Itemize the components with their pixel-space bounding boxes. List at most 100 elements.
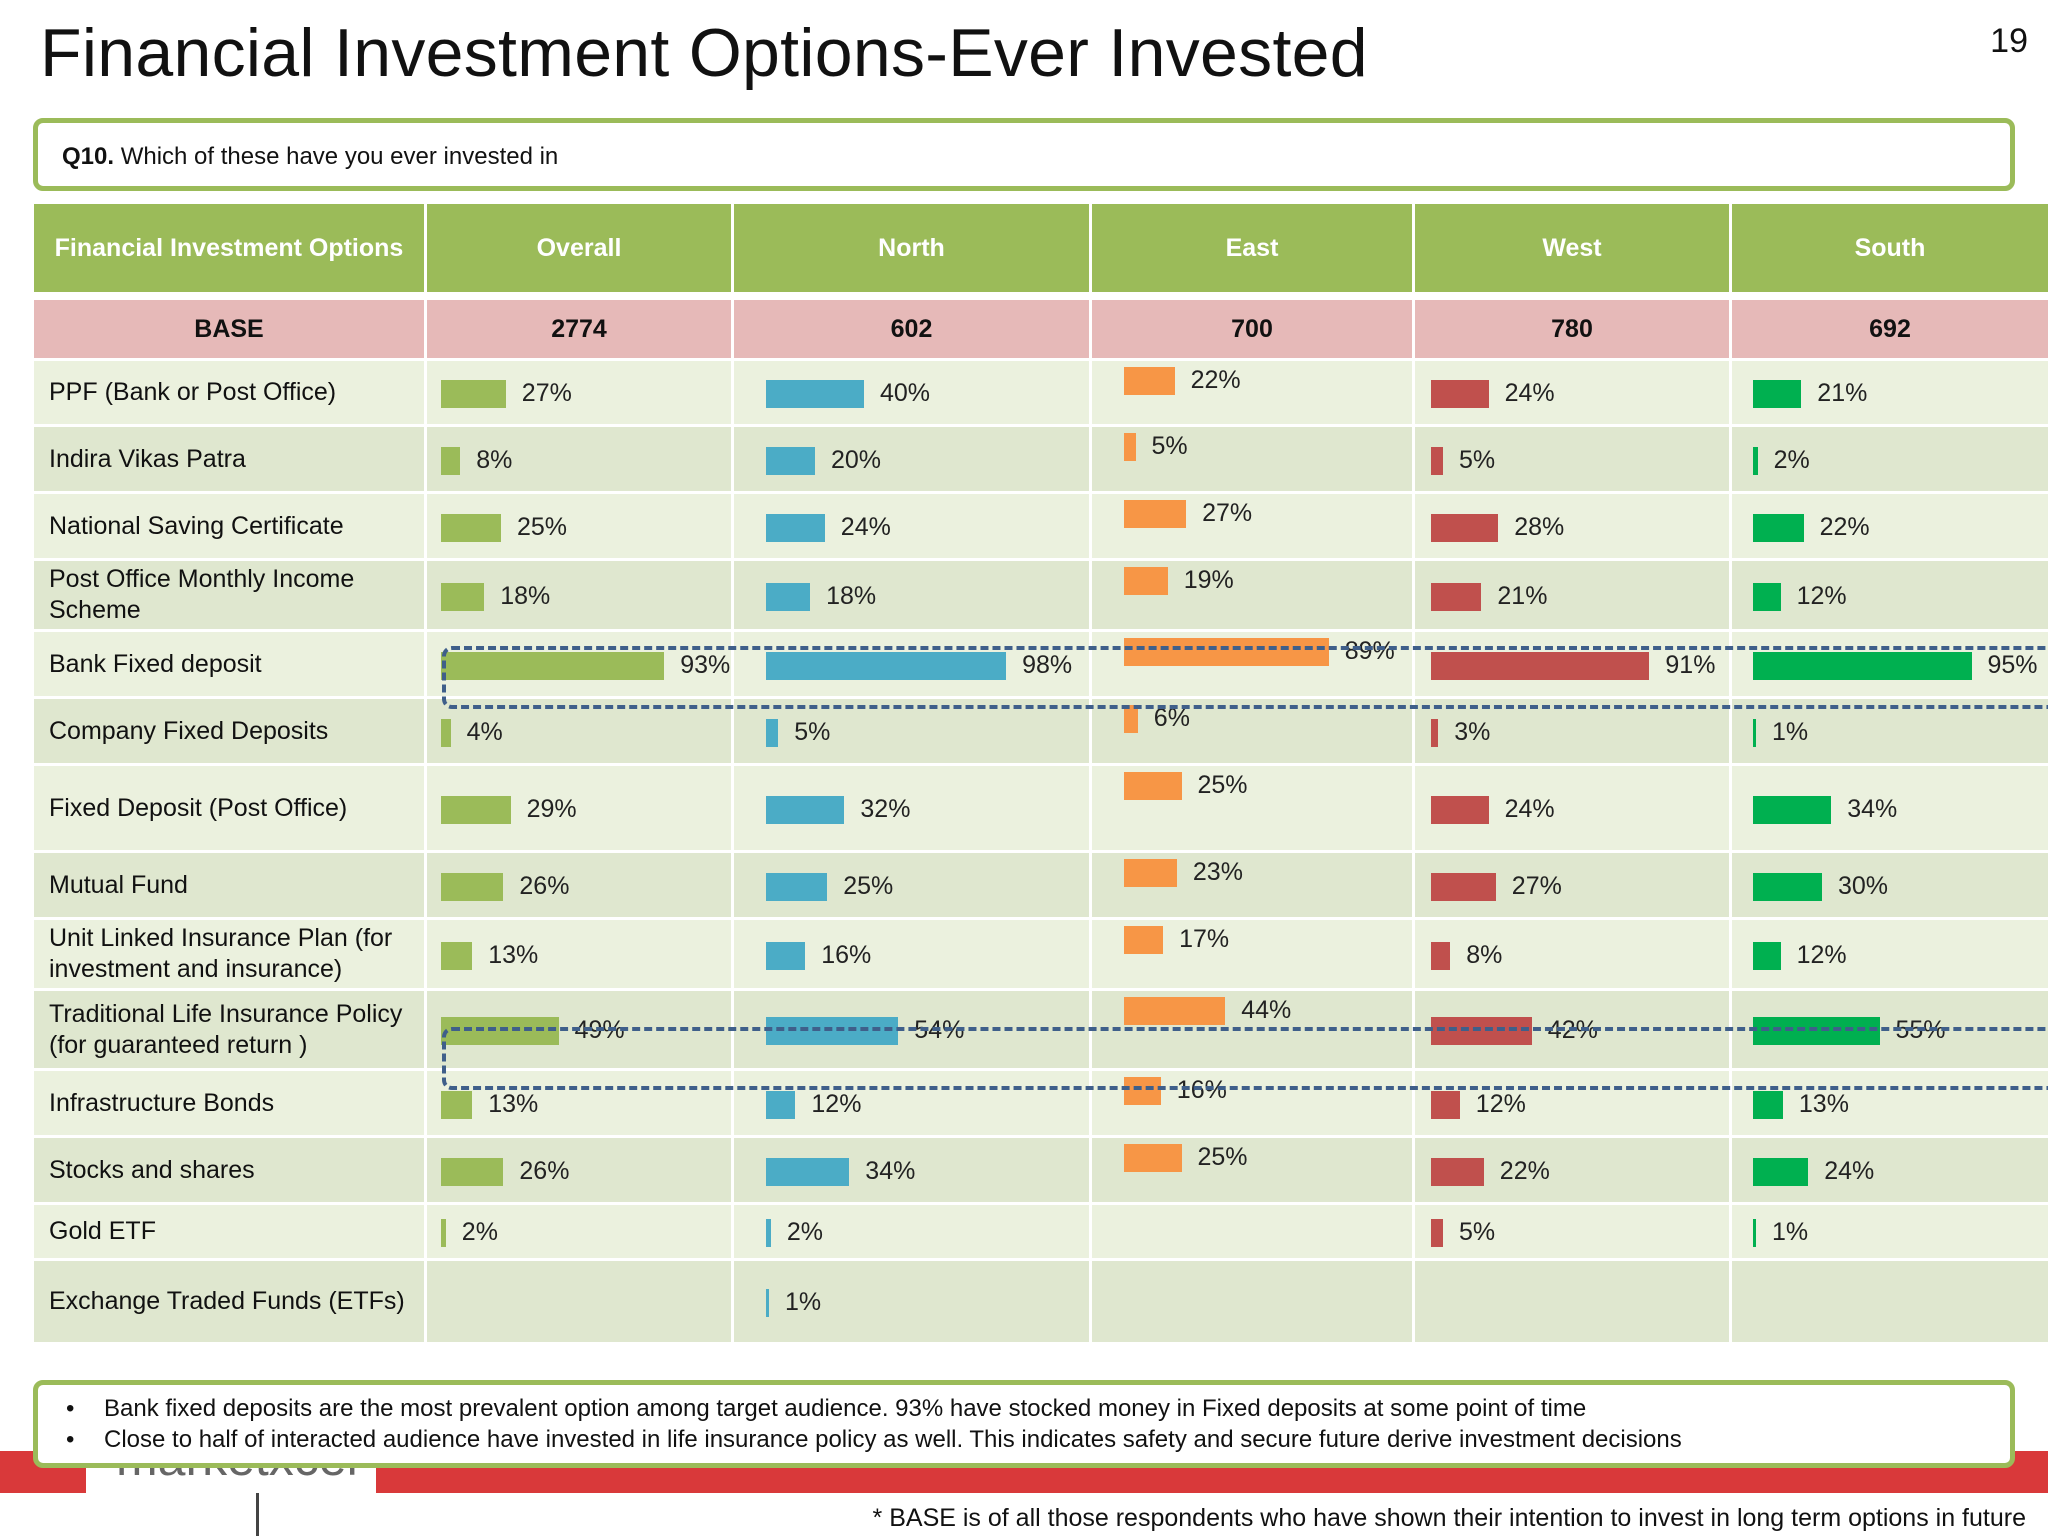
bar-east [1124,500,1187,528]
bar-south [1753,1091,1783,1119]
value-cell: 93% [427,632,734,696]
bar-south [1753,1219,1756,1247]
value-cell: 24% [1415,361,1732,424]
value-cell: 91% [1415,632,1732,696]
value-cell: 6% [1092,699,1415,763]
value-cell: 27% [1415,853,1732,917]
bar-west [1431,447,1443,475]
value-cell: 89% [1092,632,1415,696]
percent-label: 5% [1151,432,1188,460]
percent-label: 5% [1459,1218,1496,1246]
table-header-row: Financial Investment Options Overall Nor… [34,204,2048,292]
value-cell: 25% [734,853,1092,917]
option-label: Indira Vikas Patra [34,427,427,491]
base-label: BASE [34,300,427,358]
table-row: Company Fixed Deposits 4% 5% 6% 3% 1% [34,696,2048,763]
value-cell: 13% [427,1071,734,1135]
percent-label: 18% [826,582,877,610]
value-cell: 20% [734,427,1092,491]
question-text: Which of these have you ever invested in [114,143,559,170]
bar-north [766,942,806,970]
percent-label: 54% [914,1016,965,1044]
option-label: Company Fixed Deposits [34,699,427,763]
table-row: National Saving Certificate 25% 24% 27% 28% 2… [34,491,2048,558]
percent-label: 21% [1497,582,1548,610]
value-cell: 13% [427,920,734,988]
question-box: Q10. Which of these have you ever invest… [33,118,2015,191]
bar-west [1431,380,1489,408]
option-label: PPF (Bank or Post Office) [34,361,427,424]
header-cell: West [1415,204,1732,292]
bar-overall [441,796,511,824]
value-cell: 42% [1415,991,1732,1068]
value-cell: 22% [1732,494,2048,558]
header-cell: East [1092,204,1415,292]
percent-label: 12% [811,1090,862,1118]
option-label: Mutual Fund [34,853,427,917]
value-cell: 3% [1415,699,1732,763]
bar-west [1431,652,1650,680]
page-number: 19 [1990,22,2028,60]
bar-east [1124,705,1138,733]
bar-north [766,447,815,475]
base-row: BASE 2774 602 700 780 692 [34,300,2048,358]
value-cell: 95% [1732,632,2048,696]
value-cell: 16% [1092,1071,1415,1135]
header-cell: Overall [427,204,734,292]
bar-east [1124,433,1136,461]
logo-divider [256,1490,259,1536]
percent-label: 12% [1475,1090,1526,1118]
value-cell: 49% [427,991,734,1068]
percent-label: 3% [1454,718,1491,746]
value-cell: 24% [1415,766,1732,850]
value-cell: 8% [427,427,734,491]
bar-east [1124,926,1164,954]
bar-north [766,380,864,408]
bar-east [1124,567,1168,595]
percent-label: 91% [1665,651,1716,679]
option-label: Unit Linked Insurance Plan (for investme… [34,920,427,988]
value-cell [1732,1261,2048,1342]
percent-label: 49% [574,1016,625,1044]
bar-north [766,1017,899,1045]
table-row: Bank Fixed deposit 93% 98% 89% 91% 95% [34,629,2048,696]
table-row: Unit Linked Insurance Plan (for investme… [34,917,2048,988]
option-label: Fixed Deposit (Post Office) [34,766,427,850]
percent-label: 44% [1241,996,1292,1024]
percent-label: 24% [840,513,891,541]
table-row: Gold ETF 2% 2% 5% 1% [34,1202,2048,1258]
base-value: 780 [1415,300,1732,358]
value-cell: 12% [1732,561,2048,629]
value-cell: 12% [734,1071,1092,1135]
percent-label: 40% [880,379,931,407]
bar-west [1431,796,1489,824]
value-cell: 55% [1732,991,2048,1068]
value-cell: 98% [734,632,1092,696]
percent-label: 16% [1176,1076,1227,1104]
percent-label: 24% [1504,795,1555,823]
value-cell: 1% [734,1261,1092,1342]
bar-west [1431,1219,1443,1247]
bar-north [766,652,1007,680]
percent-label: 27% [521,379,572,407]
value-cell: 24% [1732,1138,2048,1202]
bar-south [1753,942,1781,970]
bar-east [1124,1077,1161,1105]
value-cell: 22% [1092,361,1415,424]
percent-label: 1% [1772,1218,1809,1246]
value-cell: 29% [427,766,734,850]
option-label: Bank Fixed deposit [34,632,427,696]
table-row: Infrastructure Bonds 13% 12% 16% 12% 13% [34,1068,2048,1135]
percent-label: 12% [1796,582,1847,610]
base-value: 2774 [427,300,734,358]
percent-label: 13% [488,941,539,969]
value-cell: 25% [1092,1138,1415,1202]
investment-table: Financial Investment Options Overall Nor… [34,204,2048,1342]
value-cell: 8% [1415,920,1732,988]
value-cell [427,1261,734,1342]
bar-south [1753,873,1822,901]
value-cell: 17% [1092,920,1415,988]
percent-label: 2% [461,1218,498,1246]
option-label: Post Office Monthly Income Scheme [34,561,427,629]
bar-south [1753,796,1832,824]
